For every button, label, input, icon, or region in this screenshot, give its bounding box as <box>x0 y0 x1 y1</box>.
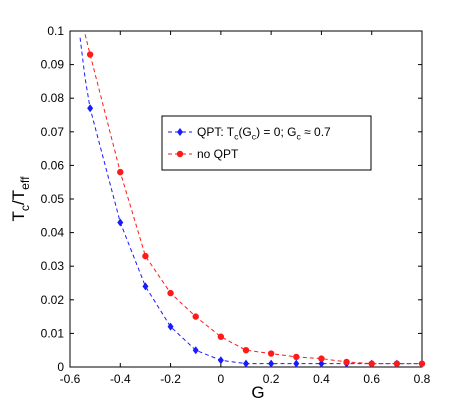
legend-label: QPT: Tc(Gc) = 0; Gc ≈ 0.7 <box>197 125 331 142</box>
data-point <box>393 360 401 367</box>
data-point <box>318 355 325 362</box>
x-tick-label: -0.6 <box>60 372 81 386</box>
data-point <box>368 360 375 367</box>
y-tick-label: 0.03 <box>41 259 65 273</box>
y-tick-label: 0.08 <box>41 91 65 105</box>
series-0 <box>79 37 425 368</box>
y-tick-label: 0.01 <box>41 326 65 340</box>
series-line <box>84 34 422 365</box>
y-tick-label: 0.09 <box>41 58 65 72</box>
data-point <box>217 333 225 340</box>
axis-ticks: -0.6 -0.4 -0.2 0 0.2 0.4 0.6 0.8 0 0.01 0.02 0.03 0.… <box>41 24 431 386</box>
x-tick-label: -0.2 <box>160 372 181 386</box>
data-point <box>142 282 149 291</box>
data-point <box>268 359 275 368</box>
series-layer <box>79 34 426 368</box>
x-tick-label: 0.8 <box>414 372 431 386</box>
x-tick-label: 0.6 <box>363 372 380 386</box>
series-1 <box>84 34 426 367</box>
data-point <box>167 322 174 331</box>
data-point <box>192 346 199 355</box>
y-tick-label: 0.05 <box>41 192 65 206</box>
legend-entry: no QPT <box>168 147 239 161</box>
y-tick-label: 0.02 <box>41 293 65 307</box>
data-point <box>87 104 94 113</box>
data-point <box>192 313 199 320</box>
legend-marker <box>176 150 184 158</box>
data-point <box>117 218 124 227</box>
y-axis-title-text: Tc/Teff <box>9 176 32 222</box>
data-point <box>142 252 149 260</box>
data-point <box>86 51 94 58</box>
y-tick-label: 0.06 <box>41 158 65 172</box>
y-tick-label: 0.07 <box>41 125 65 139</box>
y-tick-label: 0 <box>57 360 64 374</box>
data-point <box>243 359 249 368</box>
data-point <box>167 289 174 297</box>
x-tick-label: -0.4 <box>110 372 131 386</box>
y-tick-label: 0.04 <box>41 226 65 240</box>
data-point <box>267 350 275 357</box>
x-tick-label: 0.2 <box>263 372 280 386</box>
data-point <box>217 356 224 365</box>
data-point <box>293 353 300 361</box>
x-axis-title: G <box>251 383 264 402</box>
y-axis-title: Tc/Teff <box>9 176 32 222</box>
x-tick-label: 0.4 <box>313 372 330 386</box>
data-point <box>242 347 250 354</box>
x-tick-label: 0 <box>218 372 225 386</box>
legend-marker <box>177 128 183 136</box>
y-tick-label: 0.1 <box>47 24 64 38</box>
plot-frame <box>69 30 423 368</box>
legend-box <box>161 115 372 171</box>
data-point <box>343 358 350 366</box>
data-point <box>293 359 300 368</box>
legend-label: no QPT <box>197 147 239 161</box>
plot-axes <box>69 30 423 368</box>
series-line <box>79 37 422 365</box>
legend: QPT: Tc(Gc) = 0; Gc ≈ 0.7 no QPT <box>161 115 372 171</box>
data-point <box>318 359 325 368</box>
legend-entry: QPT: Tc(Gc) = 0; Gc ≈ 0.7 <box>168 125 331 142</box>
data-point <box>418 360 426 367</box>
data-point <box>117 168 124 176</box>
